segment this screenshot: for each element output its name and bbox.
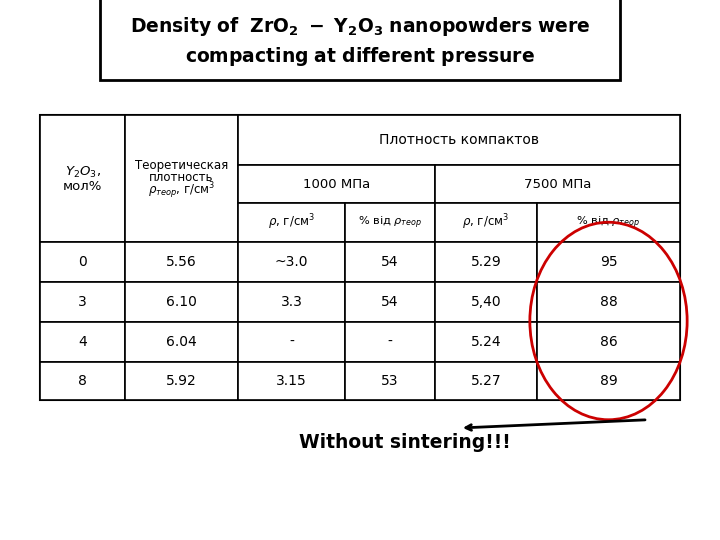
Text: 88: 88 bbox=[600, 295, 617, 309]
Bar bbox=[345, 362, 435, 400]
Bar bbox=[537, 203, 680, 242]
Text: -: - bbox=[289, 335, 294, 349]
Text: 5.24: 5.24 bbox=[471, 335, 501, 349]
Text: -: - bbox=[387, 335, 392, 349]
Text: 5.92: 5.92 bbox=[166, 374, 197, 388]
Text: 5.56: 5.56 bbox=[166, 255, 197, 269]
Bar bbox=[40, 282, 125, 322]
Bar bbox=[345, 322, 435, 362]
Text: Теоретическая: Теоретическая bbox=[135, 159, 228, 172]
Text: Плотность компактов: Плотность компактов bbox=[379, 133, 539, 147]
Bar bbox=[435, 165, 680, 203]
Text: 4: 4 bbox=[78, 335, 87, 349]
Bar bbox=[125, 115, 238, 242]
Bar bbox=[435, 282, 537, 322]
Bar bbox=[537, 322, 680, 362]
Text: Without sintering!!!: Without sintering!!! bbox=[299, 433, 511, 452]
Bar bbox=[125, 242, 238, 282]
Text: % від $\rho_{теор}$: % від $\rho_{теор}$ bbox=[577, 214, 641, 231]
Bar bbox=[345, 203, 435, 242]
Bar bbox=[238, 242, 345, 282]
Text: плотность: плотность bbox=[149, 171, 214, 184]
Bar bbox=[238, 282, 345, 322]
Bar bbox=[125, 362, 238, 400]
Bar bbox=[40, 362, 125, 400]
Text: 54: 54 bbox=[382, 295, 399, 309]
Bar bbox=[40, 242, 125, 282]
Text: $\rho_{теор}$, г/см$^3$: $\rho_{теор}$, г/см$^3$ bbox=[148, 180, 215, 201]
Bar bbox=[435, 203, 537, 242]
Bar bbox=[345, 242, 435, 282]
Bar bbox=[40, 115, 680, 400]
Bar bbox=[537, 242, 680, 282]
Text: $Y_2O_3,$: $Y_2O_3,$ bbox=[65, 165, 101, 180]
Text: 1000 МПа: 1000 МПа bbox=[303, 178, 370, 191]
Text: 6.04: 6.04 bbox=[166, 335, 197, 349]
Text: 5.27: 5.27 bbox=[471, 374, 501, 388]
Bar bbox=[238, 203, 345, 242]
Text: $\rho$, г/см$^3$: $\rho$, г/см$^3$ bbox=[462, 213, 510, 232]
Text: 8: 8 bbox=[78, 374, 87, 388]
Bar bbox=[537, 282, 680, 322]
Bar bbox=[435, 362, 537, 400]
Text: $\rho$, г/см$^3$: $\rho$, г/см$^3$ bbox=[268, 213, 315, 232]
Text: 6.10: 6.10 bbox=[166, 295, 197, 309]
Text: 53: 53 bbox=[382, 374, 399, 388]
Text: 86: 86 bbox=[600, 335, 617, 349]
Bar bbox=[125, 322, 238, 362]
Bar bbox=[238, 115, 680, 165]
Bar bbox=[537, 362, 680, 400]
Text: 3: 3 bbox=[78, 295, 87, 309]
Text: 95: 95 bbox=[600, 255, 617, 269]
Text: 89: 89 bbox=[600, 374, 617, 388]
Text: % від $\rho_{теор}$: % від $\rho_{теор}$ bbox=[358, 214, 422, 231]
Text: 0: 0 bbox=[78, 255, 87, 269]
Bar bbox=[125, 282, 238, 322]
Bar bbox=[238, 362, 345, 400]
Text: 54: 54 bbox=[382, 255, 399, 269]
Bar bbox=[238, 165, 435, 203]
Text: 5,40: 5,40 bbox=[471, 295, 501, 309]
Text: $\mathbf{Density\ of\ \ ZrO_2\ -\ Y_2O_3\ nanopowders\ were}$: $\mathbf{Density\ of\ \ ZrO_2\ -\ Y_2O_3… bbox=[130, 16, 590, 38]
FancyBboxPatch shape bbox=[100, 0, 620, 80]
Text: 3.3: 3.3 bbox=[281, 295, 302, 309]
Bar bbox=[345, 282, 435, 322]
Text: 5.29: 5.29 bbox=[471, 255, 501, 269]
Text: $\mathbf{compacting\ at\ different\ pressure}$: $\mathbf{compacting\ at\ different\ pres… bbox=[185, 45, 535, 69]
Bar bbox=[40, 115, 125, 242]
Text: 7500 МПа: 7500 МПа bbox=[524, 178, 591, 191]
Bar bbox=[435, 242, 537, 282]
Text: ~3.0: ~3.0 bbox=[275, 255, 308, 269]
Bar bbox=[40, 322, 125, 362]
Text: 3.15: 3.15 bbox=[276, 374, 307, 388]
Bar bbox=[238, 322, 345, 362]
Text: мол%: мол% bbox=[63, 180, 102, 193]
Bar bbox=[435, 322, 537, 362]
